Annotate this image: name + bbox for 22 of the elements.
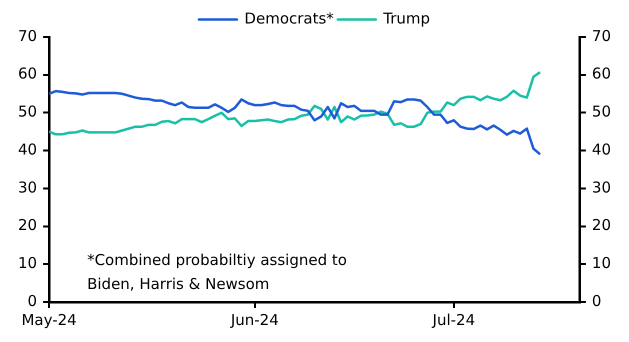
- y2-tick-label: 30: [592, 178, 612, 196]
- y-tick-label: 20: [18, 216, 38, 234]
- legend-label: Democrats*: [244, 9, 334, 28]
- y-tick-label: 0: [28, 292, 38, 310]
- y-tick-label: 30: [18, 178, 38, 196]
- y-tick-label: 60: [18, 64, 38, 83]
- y2-tick-label: 10: [592, 254, 612, 272]
- annotation: *Combined probabiltiy assigned to Biden, Harris & Newsom: [87, 251, 347, 293]
- y2-tick-label: 60: [592, 64, 612, 83]
- y-tick-label: 50: [18, 102, 38, 121]
- legend-label: Trump: [382, 9, 430, 28]
- x-tick-label: May-24: [21, 310, 77, 329]
- x-tick-label: Jun-24: [230, 310, 279, 329]
- y2-tick-label: 50: [592, 102, 612, 121]
- y2-tick-label: 20: [592, 216, 612, 234]
- y2-tick-label: 70: [592, 26, 612, 45]
- x-tick-label: Jul-24: [432, 310, 476, 329]
- y-tick-label: 40: [18, 140, 38, 158]
- y-tick-label: 70: [18, 26, 38, 45]
- y2-tick-label: 0: [592, 292, 602, 310]
- y2-tick-label: 40: [592, 140, 612, 158]
- y-tick-label: 10: [18, 254, 38, 272]
